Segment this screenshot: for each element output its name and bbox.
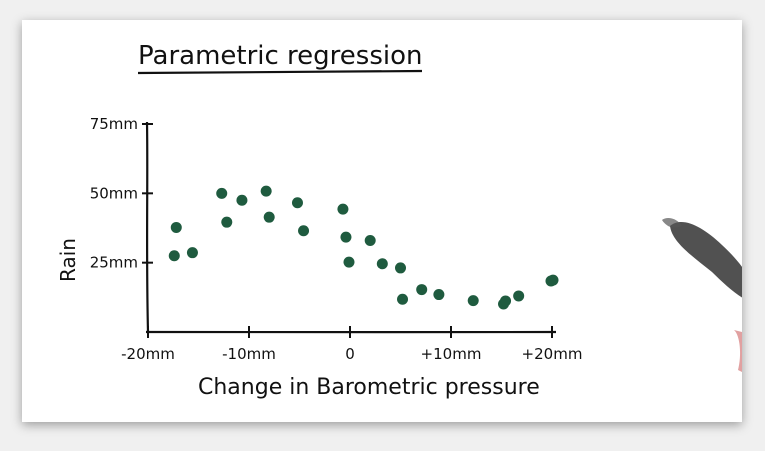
x-axis-line: [145, 330, 557, 334]
title-underline: [137, 69, 423, 75]
x-tick-label: -20mm: [121, 345, 175, 363]
y-tick-label: 25mm: [90, 254, 138, 272]
scatter-chart: Parametric regression -20mm -10mm 0 +10mm +2…: [56, 41, 742, 400]
data-point: [340, 231, 352, 243]
data-point: [513, 290, 525, 302]
y-axis-line: [145, 121, 150, 333]
x-tick-label: +10mm: [421, 345, 482, 363]
y-tick-label: 50mm: [90, 184, 138, 202]
data-point: [395, 262, 406, 274]
data-point: [298, 225, 310, 237]
data-point: [263, 211, 275, 223]
data-point: [170, 221, 182, 233]
data-point: [186, 247, 198, 259]
data-point: [467, 295, 479, 307]
data-point: [221, 216, 233, 228]
data-point: [416, 284, 428, 296]
data-point: [216, 187, 228, 199]
data-point: [343, 256, 355, 268]
data-point: [260, 185, 272, 197]
data-point: [397, 293, 409, 305]
data-point: [337, 203, 349, 215]
video-frame: Parametric regression -20mm -10mm 0 +10mm +2…: [22, 20, 742, 422]
x-axis-label: Change in Barometric pressure: [198, 375, 540, 400]
x-tick-label: +20mm: [522, 345, 583, 363]
data-point: [433, 289, 445, 301]
x-tick-label: -10mm: [222, 345, 276, 363]
data-point: [376, 258, 388, 270]
data-point: [236, 194, 248, 206]
chart-title: Parametric regression: [138, 41, 423, 71]
data-point: [547, 274, 559, 286]
data-point: [500, 295, 512, 307]
data-point: [168, 250, 180, 262]
data-point: [364, 234, 376, 246]
y-tick-label: 75mm: [90, 115, 138, 133]
y-axis-label: Rain: [56, 238, 80, 282]
data-point: [291, 197, 303, 209]
pen-icon: [662, 218, 742, 372]
x-tick-label: 0: [345, 345, 355, 363]
